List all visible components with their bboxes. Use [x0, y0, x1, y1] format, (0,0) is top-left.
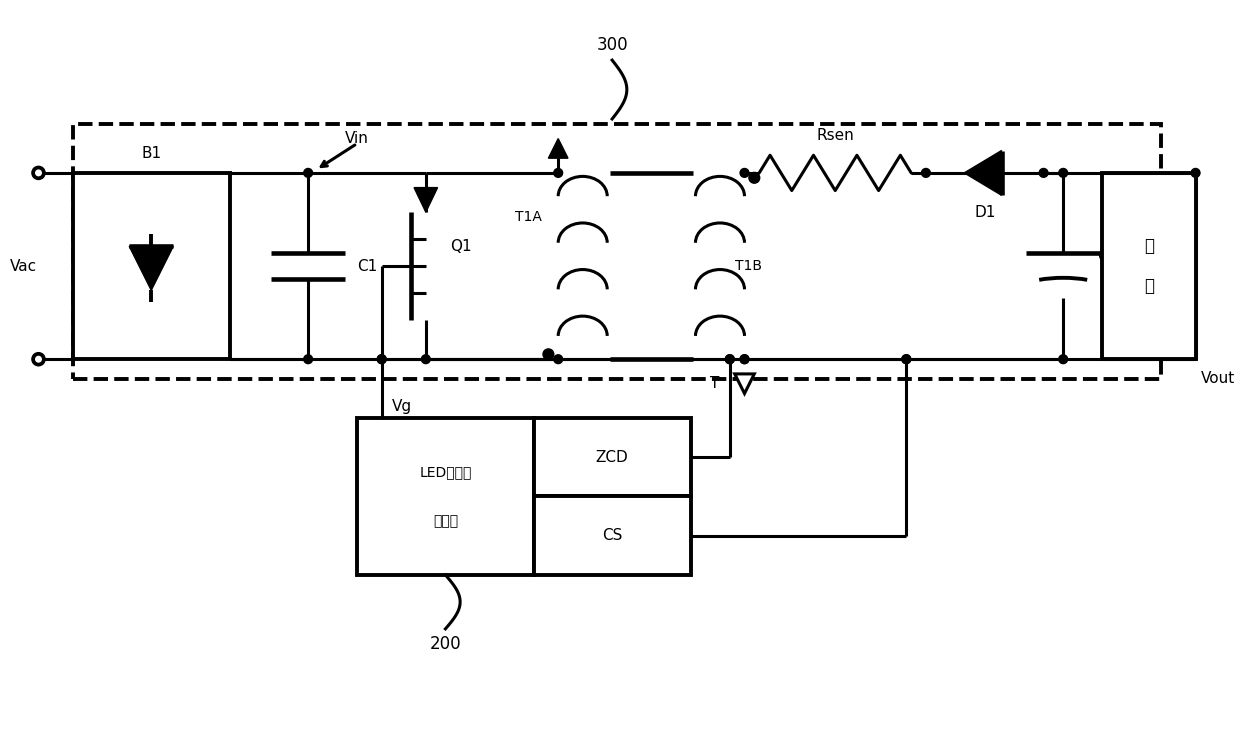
Polygon shape	[548, 139, 568, 158]
Bar	[73, 124, 1161, 379]
Circle shape	[377, 355, 386, 364]
Text: LED驱动控: LED驱动控	[419, 465, 471, 479]
Circle shape	[740, 355, 749, 364]
Circle shape	[740, 355, 749, 364]
Circle shape	[543, 349, 554, 360]
Circle shape	[304, 168, 312, 177]
Circle shape	[377, 355, 386, 364]
Circle shape	[921, 168, 930, 177]
Text: ZCD: ZCD	[595, 450, 629, 465]
Circle shape	[901, 355, 910, 364]
Bar	[1102, 173, 1195, 359]
Bar	[533, 497, 691, 575]
Text: 负: 负	[1145, 237, 1154, 256]
Circle shape	[740, 168, 749, 177]
Polygon shape	[129, 246, 174, 290]
Text: T1A: T1A	[516, 210, 542, 224]
Text: B1: B1	[141, 146, 161, 161]
Circle shape	[422, 355, 430, 364]
Circle shape	[749, 172, 760, 183]
Circle shape	[1059, 355, 1068, 364]
Circle shape	[554, 355, 563, 364]
Bar	[357, 418, 533, 575]
Circle shape	[1192, 168, 1200, 177]
Circle shape	[304, 355, 312, 364]
Circle shape	[554, 168, 563, 177]
Polygon shape	[734, 374, 754, 394]
Circle shape	[725, 355, 734, 364]
Circle shape	[901, 355, 910, 364]
Circle shape	[1039, 168, 1048, 177]
Polygon shape	[414, 188, 438, 212]
Polygon shape	[965, 151, 1002, 195]
Text: Vac: Vac	[10, 259, 37, 273]
Bar	[73, 173, 229, 359]
Text: C1: C1	[357, 259, 377, 273]
Text: CS: CS	[601, 528, 622, 543]
Text: Q1: Q1	[450, 239, 472, 254]
Circle shape	[1059, 168, 1068, 177]
Text: T1B: T1B	[734, 259, 761, 273]
Text: 200: 200	[429, 635, 461, 653]
Text: Vin: Vin	[345, 131, 370, 146]
Text: D1: D1	[975, 205, 996, 219]
Text: Vout: Vout	[1200, 371, 1235, 386]
Text: Vg: Vg	[392, 399, 412, 414]
Text: Rsen: Rsen	[816, 128, 854, 143]
Circle shape	[725, 355, 734, 364]
Text: Co: Co	[1097, 249, 1117, 264]
Text: 载: 载	[1145, 276, 1154, 295]
Text: T: T	[711, 376, 719, 391]
Bar	[533, 418, 691, 497]
Text: 制电路: 制电路	[433, 514, 458, 528]
Text: 300: 300	[596, 36, 627, 55]
